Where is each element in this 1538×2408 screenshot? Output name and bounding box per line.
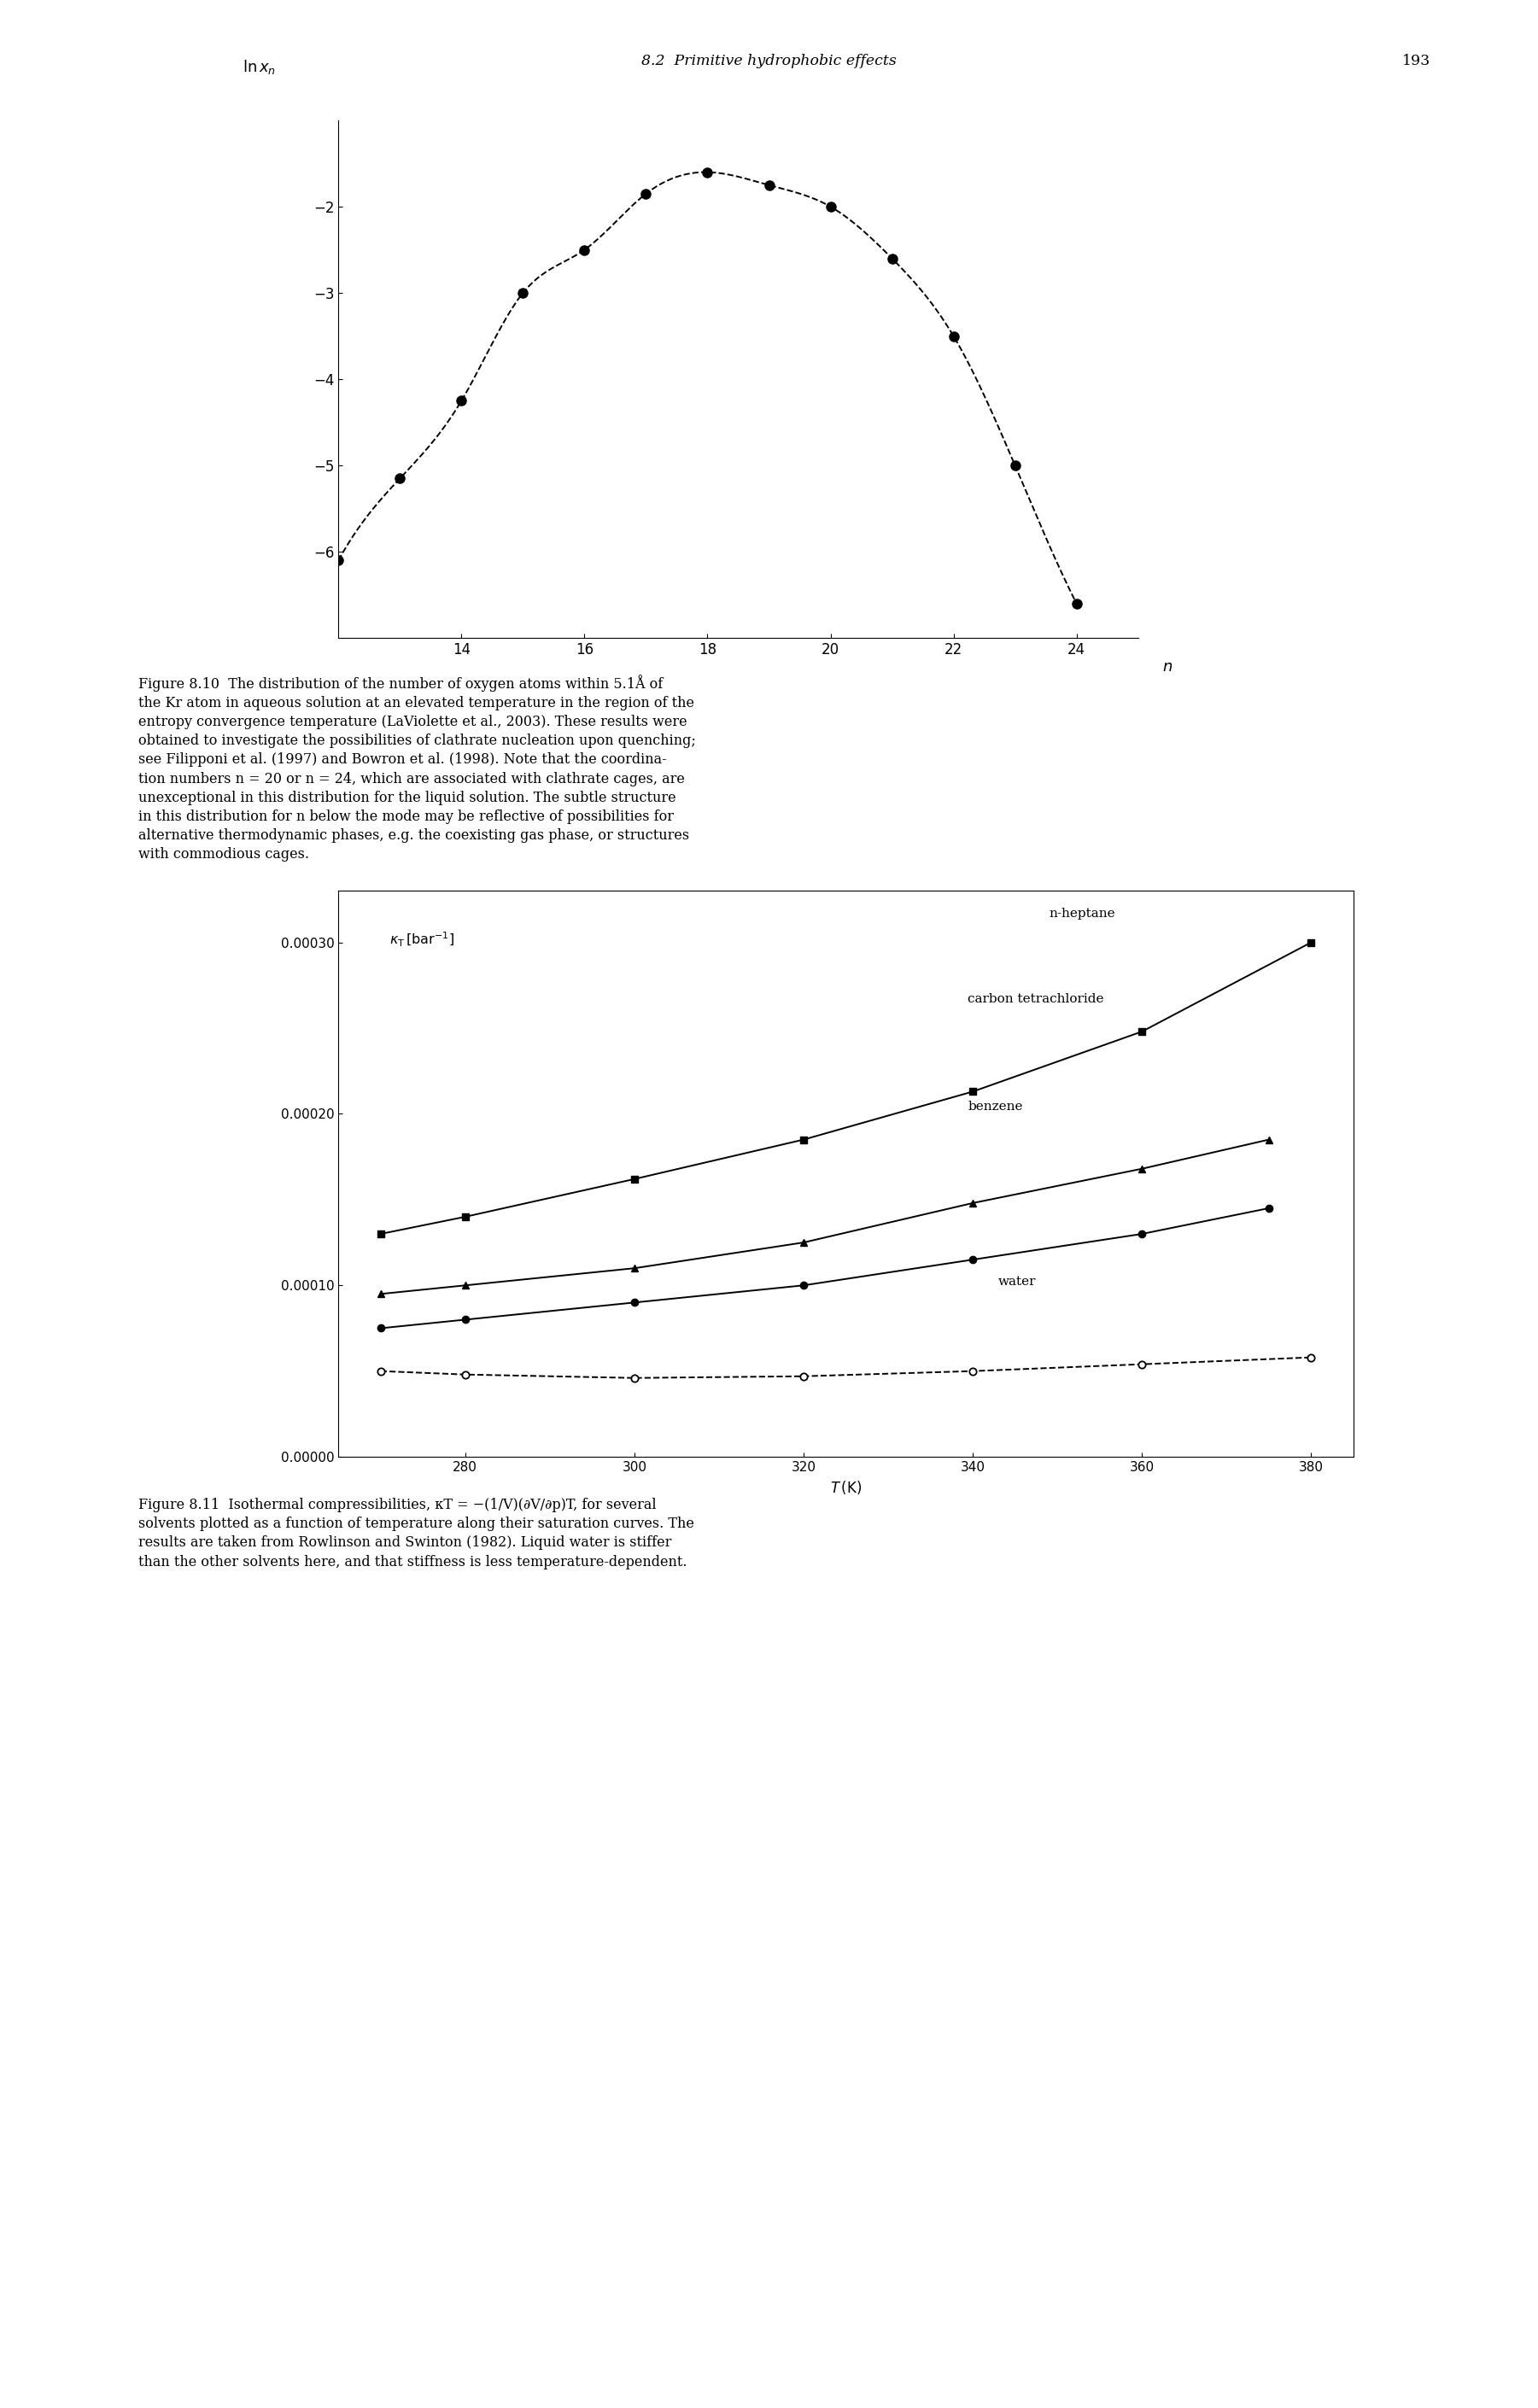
Text: $\kappa_\mathrm{T}\,[\mathrm{bar}^{-1}]$: $\kappa_\mathrm{T}\,[\mathrm{bar}^{-1}]$ <box>389 929 454 949</box>
Text: $n$: $n$ <box>1163 660 1172 674</box>
Text: Figure 8.10  The distribution of the number of oxygen atoms within 5.1Å of
the K: Figure 8.10 The distribution of the numb… <box>138 674 697 862</box>
Text: Figure 8.11  Isothermal compressibilities, κT = −(1/V)(∂V/∂p)T, for several
solv: Figure 8.11 Isothermal compressibilities… <box>138 1498 694 1570</box>
X-axis label: $T\,(\mathrm{K})$: $T\,(\mathrm{K})$ <box>831 1479 861 1495</box>
Text: 8.2  Primitive hydrophobic effects: 8.2 Primitive hydrophobic effects <box>641 53 897 70</box>
Text: 193: 193 <box>1403 53 1430 70</box>
Text: water: water <box>998 1276 1037 1288</box>
Text: carbon tetrachloride: carbon tetrachloride <box>967 992 1104 1004</box>
Text: $\ln x_n$: $\ln x_n$ <box>243 58 275 77</box>
Text: n-heptane: n-heptane <box>1049 908 1115 920</box>
Text: benzene: benzene <box>967 1100 1023 1112</box>
